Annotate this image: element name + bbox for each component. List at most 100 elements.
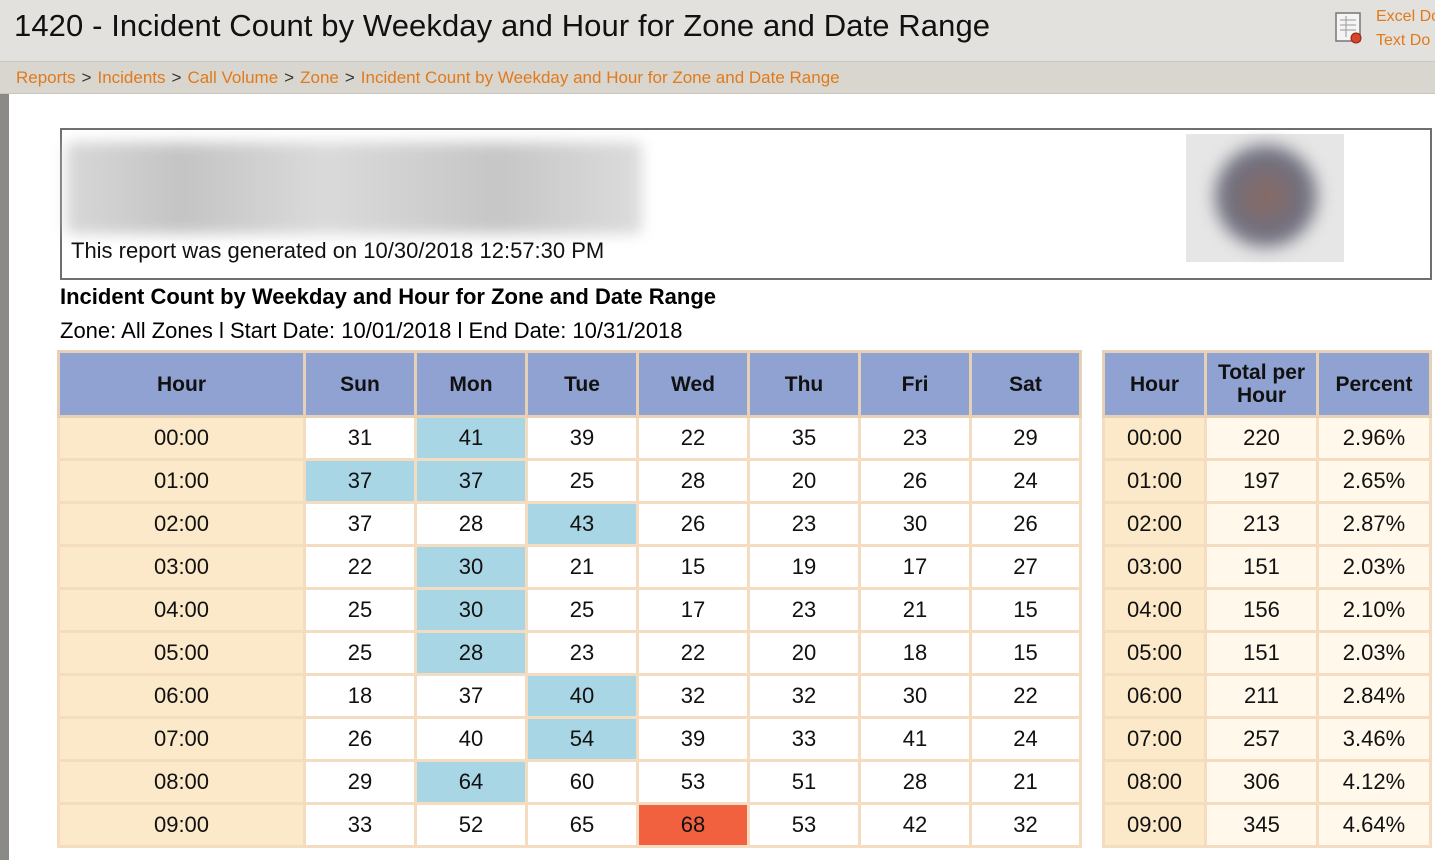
agency-name-redacted — [66, 142, 642, 234]
count-cell: 37 — [414, 673, 528, 719]
table-row: 01:00 197 2.65% — [1102, 458, 1432, 504]
hour-cell: 01:00 — [1102, 458, 1207, 504]
column-header-fri: Fri — [858, 350, 972, 418]
hour-cell: 00:00 — [57, 415, 306, 461]
percent-cell: 2.84% — [1316, 673, 1432, 719]
table-header-row: Hour Total per Hour Percent — [1102, 350, 1432, 418]
column-header-total-per-hour: Total per Hour — [1204, 350, 1319, 418]
table-row: 00:00 31 41 39 22 35 23 29 — [57, 415, 1082, 461]
count-cell: 33 — [303, 802, 417, 848]
total-cell: 306 — [1204, 759, 1319, 805]
hour-cell: 04:00 — [57, 587, 306, 633]
count-cell: 40 — [525, 673, 639, 719]
table-row: 09:00 33 52 65 68 53 42 32 — [57, 802, 1082, 848]
count-cell: 26 — [858, 458, 972, 504]
table-row: 03:00 151 2.03% — [1102, 544, 1432, 590]
count-cell: 54 — [525, 716, 639, 762]
total-cell: 211 — [1204, 673, 1319, 719]
column-header-thu: Thu — [747, 350, 861, 418]
hour-cell: 09:00 — [57, 802, 306, 848]
table-row: 00:00 220 2.96% — [1102, 415, 1432, 461]
hour-cell: 08:00 — [1102, 759, 1207, 805]
count-cell: 22 — [303, 544, 417, 590]
count-cell: 33 — [747, 716, 861, 762]
breadcrumb-zone[interactable]: Zone — [300, 68, 339, 87]
text-download-link[interactable]: Text Do — [1376, 32, 1431, 49]
generated-timestamp: This report was generated on 10/30/2018 … — [71, 238, 605, 263]
agency-logo-blurred — [1186, 134, 1344, 262]
count-cell: 43 — [525, 501, 639, 547]
hour-cell: 04:00 — [1102, 587, 1207, 633]
column-header-percent: Percent — [1316, 350, 1432, 418]
count-cell: 30 — [858, 673, 972, 719]
percent-cell: 2.03% — [1316, 544, 1432, 590]
count-cell: 25 — [303, 630, 417, 676]
count-cell: 15 — [969, 630, 1082, 676]
column-header-hour: Hour — [1102, 350, 1207, 418]
hour-cell: 05:00 — [1102, 630, 1207, 676]
count-cell: 32 — [636, 673, 750, 719]
count-cell: 28 — [414, 630, 528, 676]
count-cell: 25 — [525, 587, 639, 633]
excel-download-link[interactable]: Excel Do — [1376, 8, 1435, 25]
table-row: 06:00 18 37 40 32 32 30 22 — [57, 673, 1082, 719]
table-row: 08:00 306 4.12% — [1102, 759, 1432, 805]
count-cell: 25 — [303, 587, 417, 633]
hour-cell: 00:00 — [1102, 415, 1207, 461]
count-cell: 22 — [636, 630, 750, 676]
count-cell: 22 — [636, 415, 750, 461]
total-cell: 151 — [1204, 544, 1319, 590]
count-cell: 21 — [525, 544, 639, 590]
hour-cell: 09:00 — [1102, 802, 1207, 848]
table-row: 07:00 257 3.46% — [1102, 716, 1432, 762]
count-cell: 53 — [747, 802, 861, 848]
count-cell: 30 — [414, 587, 528, 633]
count-cell: 28 — [858, 759, 972, 805]
count-cell: 39 — [636, 716, 750, 762]
table-row: 08:00 29 64 60 53 51 28 21 — [57, 759, 1082, 805]
count-cell: 23 — [747, 587, 861, 633]
count-cell: 28 — [414, 501, 528, 547]
percent-cell: 2.10% — [1316, 587, 1432, 633]
count-cell: 18 — [303, 673, 417, 719]
count-cell: 52 — [414, 802, 528, 848]
breadcrumb-call-volume[interactable]: Call Volume — [187, 68, 279, 87]
hour-cell: 03:00 — [57, 544, 306, 590]
spreadsheet-export-icon[interactable] — [1334, 11, 1366, 45]
count-cell: 30 — [858, 501, 972, 547]
count-cell: 31 — [303, 415, 417, 461]
count-cell: 37 — [303, 458, 417, 504]
table-row: 02:00 213 2.87% — [1102, 501, 1432, 547]
table-row: 09:00 345 4.64% — [1102, 802, 1432, 848]
percent-cell: 2.03% — [1316, 630, 1432, 676]
count-cell: 41 — [858, 716, 972, 762]
count-cell: 17 — [858, 544, 972, 590]
count-cell: 35 — [747, 415, 861, 461]
page-title: 1420 - Incident Count by Weekday and Hou… — [14, 8, 991, 43]
report-header-box: This report was generated on 10/30/2018 … — [60, 128, 1432, 280]
total-cell: 197 — [1204, 458, 1319, 504]
count-cell: 22 — [969, 673, 1082, 719]
breadcrumb-incidents[interactable]: Incidents — [97, 68, 166, 87]
breadcrumb-reports[interactable]: Reports — [16, 68, 76, 87]
count-cell: 64 — [414, 759, 528, 805]
percent-cell: 4.64% — [1316, 802, 1432, 848]
breadcrumb-bar: Reports > Incidents > Call Volume > Zone > Incid… — [0, 62, 1435, 94]
table-row: 06:00 211 2.84% — [1102, 673, 1432, 719]
hour-cell: 06:00 — [1102, 673, 1207, 719]
table-header-row: Hour Sun Mon Tue Wed Thu Fri Sat — [57, 350, 1082, 418]
count-cell: 65 — [525, 802, 639, 848]
hour-cell: 01:00 — [57, 458, 306, 504]
table-row: 04:00 156 2.10% — [1102, 587, 1432, 633]
hour-cell: 02:00 — [1102, 501, 1207, 547]
total-cell: 156 — [1204, 587, 1319, 633]
count-cell: 26 — [303, 716, 417, 762]
count-cell: 27 — [969, 544, 1082, 590]
percent-cell: 3.46% — [1316, 716, 1432, 762]
breadcrumb-current-report[interactable]: Incident Count by Weekday and Hour for Z… — [360, 68, 840, 87]
percent-cell: 2.65% — [1316, 458, 1432, 504]
percent-cell: 4.12% — [1316, 759, 1432, 805]
breadcrumb-separator: > — [171, 68, 182, 87]
total-cell: 151 — [1204, 630, 1319, 676]
count-cell: 15 — [969, 587, 1082, 633]
